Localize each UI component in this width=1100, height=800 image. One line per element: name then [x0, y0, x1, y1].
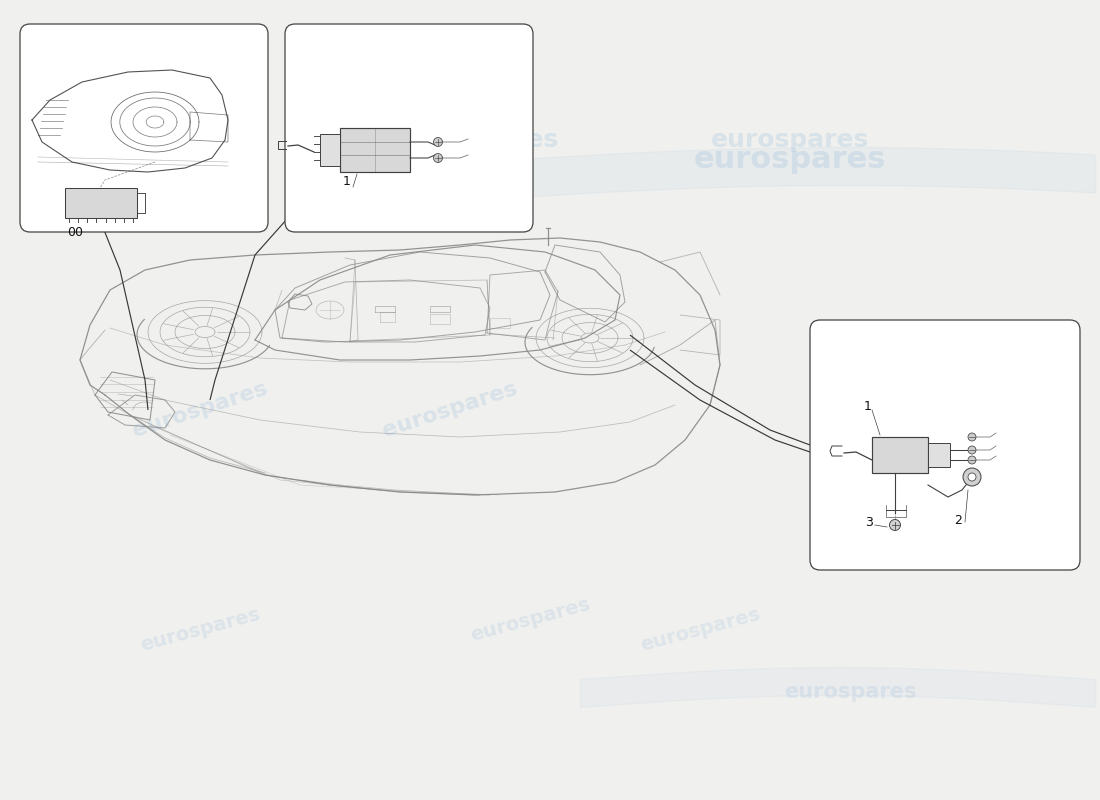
Circle shape — [433, 138, 442, 146]
FancyBboxPatch shape — [65, 188, 138, 218]
Circle shape — [962, 468, 981, 486]
FancyBboxPatch shape — [320, 134, 340, 166]
Text: eurospares: eurospares — [130, 378, 271, 442]
FancyBboxPatch shape — [20, 24, 268, 232]
Circle shape — [968, 473, 976, 481]
Text: 1: 1 — [865, 401, 872, 414]
Text: eurospares: eurospares — [783, 682, 916, 702]
FancyBboxPatch shape — [285, 24, 534, 232]
Circle shape — [433, 154, 442, 162]
Text: eurospares: eurospares — [711, 128, 869, 152]
Text: eurospares: eurospares — [138, 605, 262, 655]
Text: eurospares: eurospares — [379, 378, 520, 442]
FancyBboxPatch shape — [810, 320, 1080, 570]
Text: eurospares: eurospares — [468, 595, 592, 645]
Text: 2: 2 — [954, 514, 961, 526]
Text: 1: 1 — [343, 175, 351, 188]
Text: 00: 00 — [67, 226, 82, 239]
Text: eurospares: eurospares — [400, 128, 559, 152]
Circle shape — [968, 456, 976, 464]
FancyBboxPatch shape — [872, 437, 928, 473]
Circle shape — [968, 433, 976, 441]
Circle shape — [968, 446, 976, 454]
Text: eurospares: eurospares — [694, 146, 887, 174]
FancyBboxPatch shape — [928, 443, 950, 467]
FancyBboxPatch shape — [340, 128, 410, 172]
Text: 3: 3 — [865, 517, 873, 530]
Circle shape — [890, 519, 901, 530]
Text: eurospares: eurospares — [638, 605, 762, 655]
